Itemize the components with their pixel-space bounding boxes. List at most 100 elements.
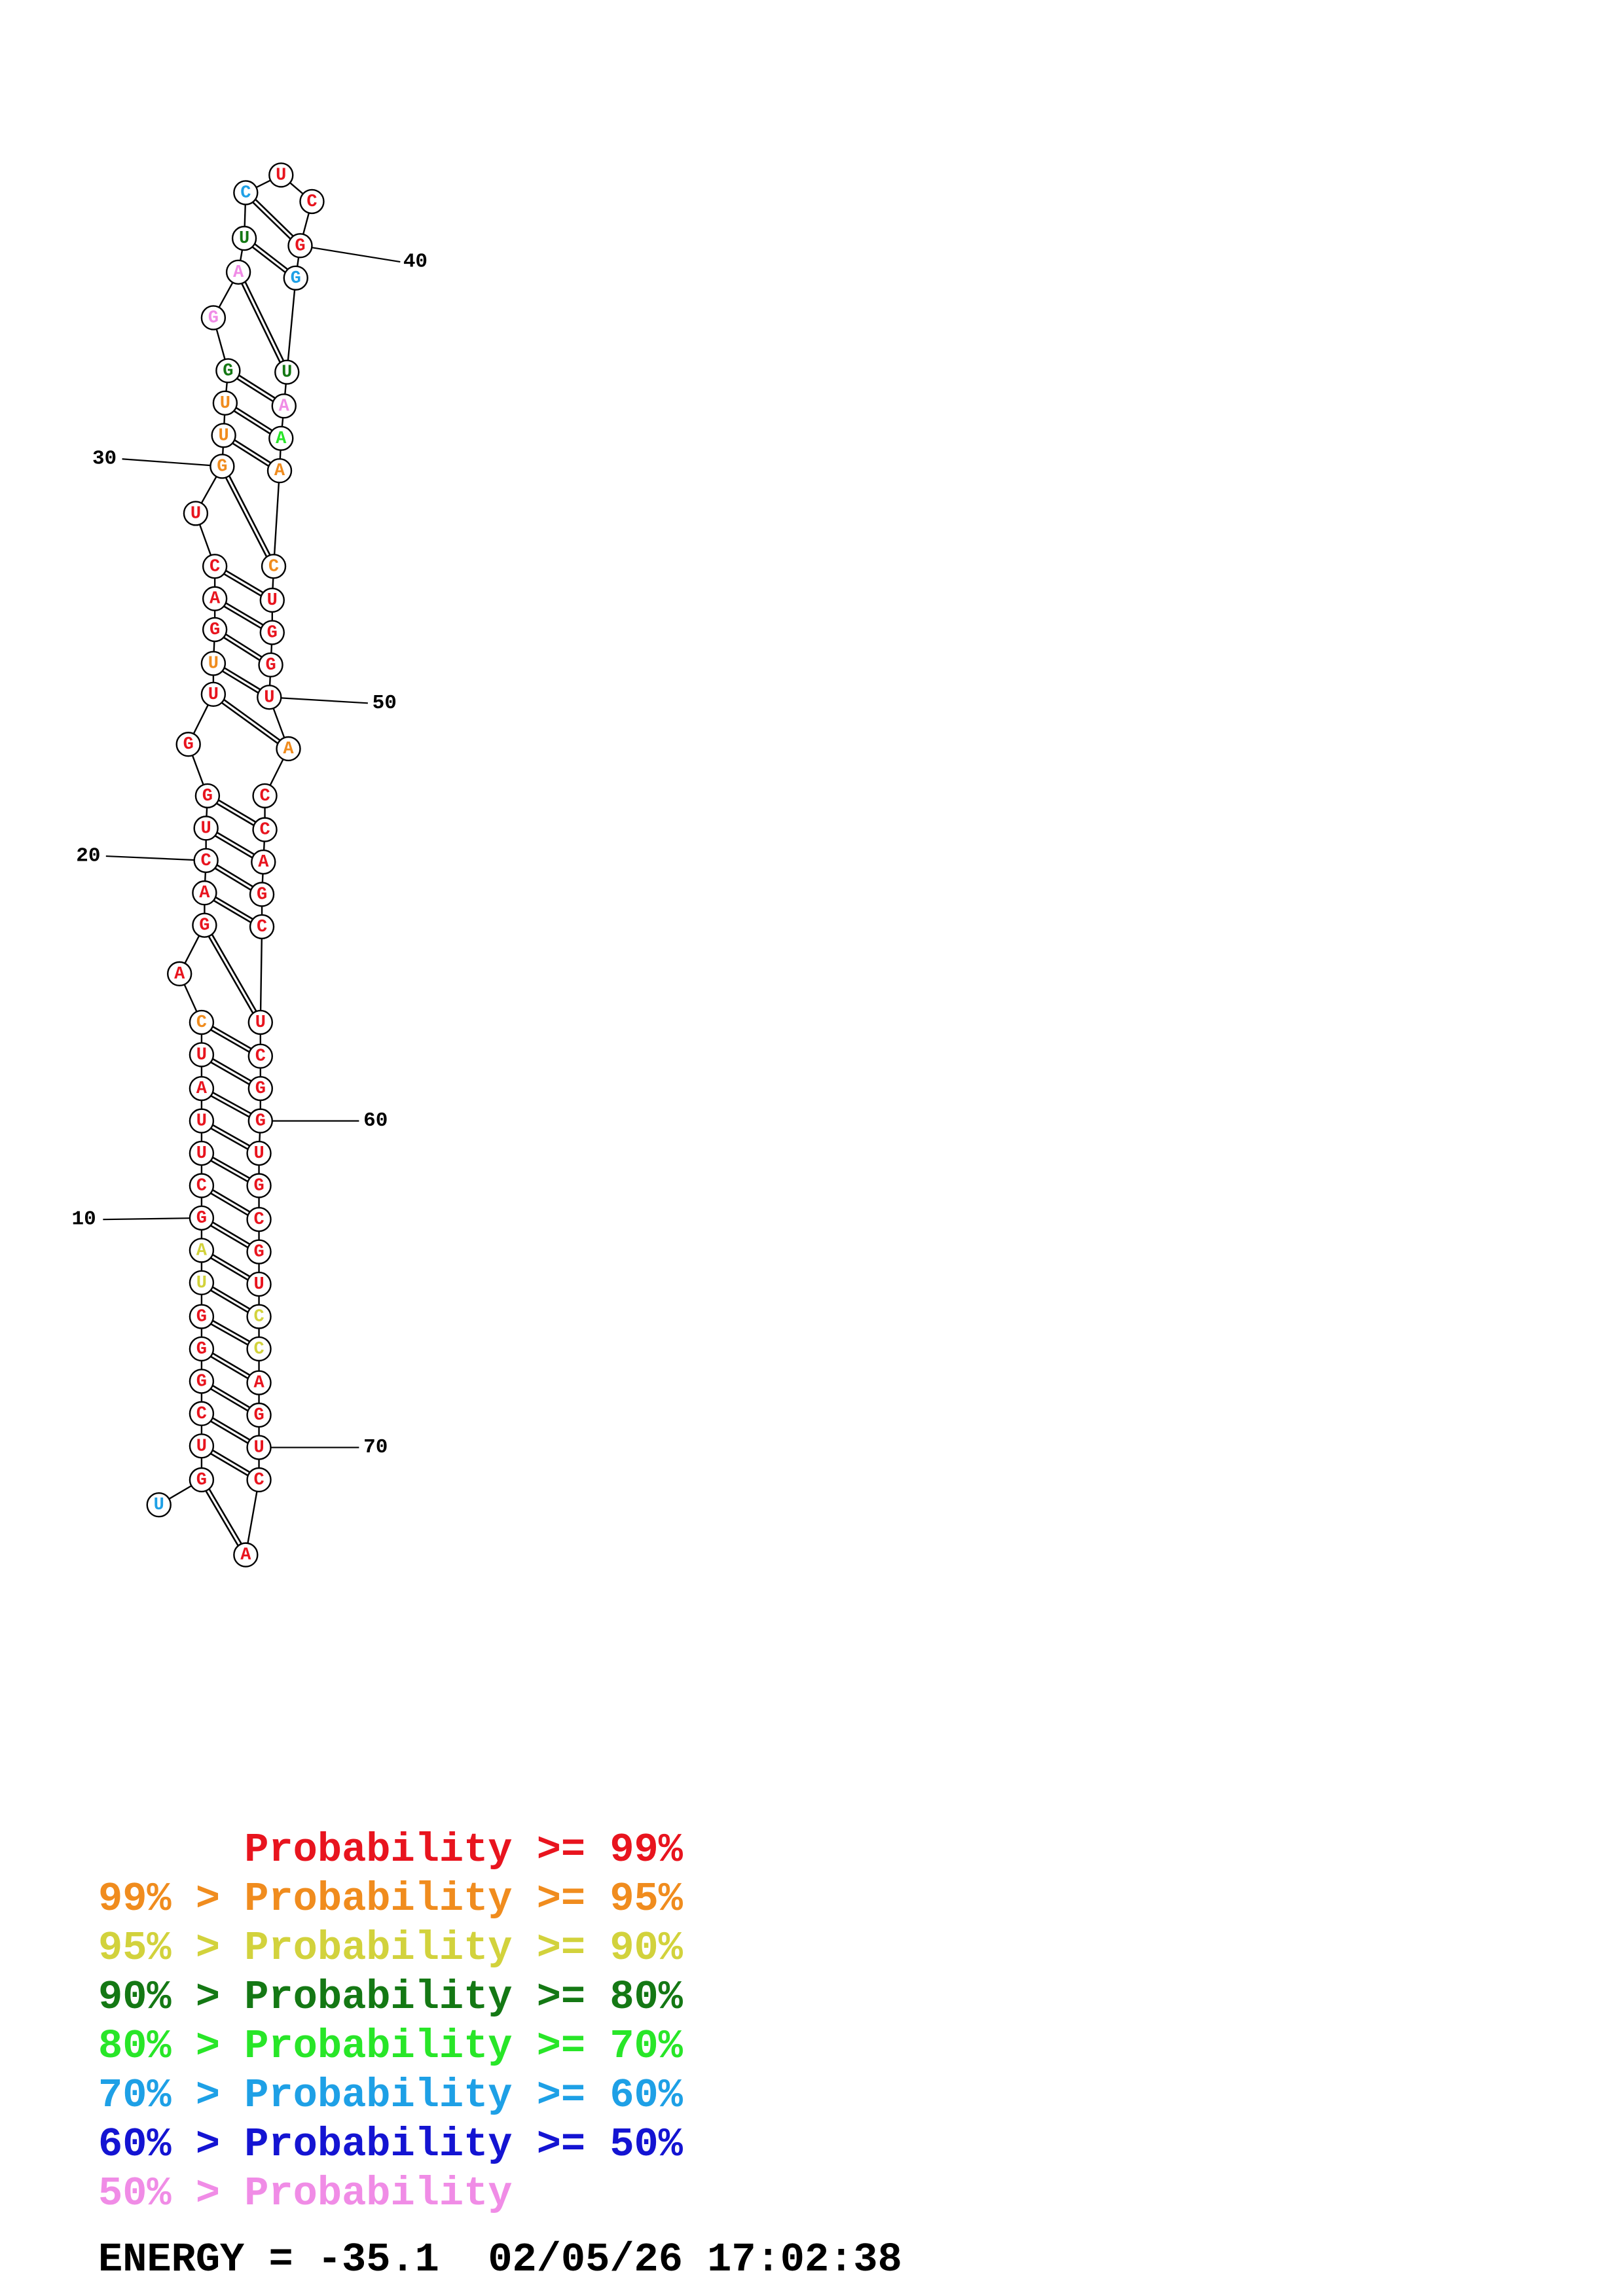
nucleotide-letter: C — [196, 1405, 207, 1424]
nucleotide: G — [215, 358, 241, 384]
nucleotide-letter: U — [282, 363, 292, 383]
nucleotide-letter: C — [210, 557, 220, 577]
nucleotide-circle — [193, 816, 219, 841]
base-pair-bond — [241, 283, 281, 363]
base-pair-bond — [254, 243, 289, 270]
nucleotide: U — [274, 359, 300, 385]
backbone-link — [286, 278, 297, 372]
nucleotide: C — [246, 1207, 272, 1232]
position-label: 10 — [71, 1208, 96, 1231]
nucleotide-circle — [189, 1467, 215, 1493]
base-pair-bond — [211, 934, 257, 1012]
base-pair-bond — [210, 1289, 249, 1314]
nucleotide-circle — [146, 1492, 172, 1518]
nucleotide-letter: C — [196, 1176, 207, 1196]
nucleotide: A — [189, 1075, 215, 1102]
base-pair-bond — [251, 246, 286, 274]
nucleotide-letter: G — [196, 1308, 207, 1327]
nucleotide: A — [192, 880, 217, 906]
base-pair-bond — [233, 410, 271, 435]
nucleotide-letter: C — [268, 557, 279, 577]
nucleotide-circle — [246, 1207, 272, 1232]
position-label: 70 — [363, 1436, 388, 1459]
nucleotide-circle — [189, 1205, 215, 1231]
legend-range: Probability >= 95% — [244, 1876, 683, 1922]
nucleotide-letter: A — [253, 1374, 264, 1393]
nucleotide-circle — [189, 1433, 215, 1459]
nucleotide-circle — [194, 783, 221, 809]
nucleotide: G — [210, 454, 235, 479]
nucleotide-circle — [246, 1370, 272, 1395]
nucleotide-circle — [212, 390, 238, 416]
base-pair-bond — [236, 378, 274, 403]
nucleotide: U — [246, 1271, 272, 1297]
nucleotide-letter: C — [253, 1340, 264, 1359]
nucleotide-circle — [189, 1270, 215, 1296]
nucleotide-circle — [189, 1140, 215, 1166]
nucleotide-circle — [202, 554, 228, 579]
base-pair-bond — [210, 1193, 249, 1216]
nucleotide-circle — [247, 1043, 273, 1069]
position-tick — [105, 855, 194, 861]
base-pair-bond — [210, 1388, 249, 1412]
nucleotide: U — [212, 390, 238, 416]
nucleotide: A — [268, 425, 294, 451]
nucleotide: U — [189, 1108, 215, 1134]
nucleotide-circle — [233, 1542, 259, 1568]
nucleotide-circle — [299, 188, 325, 215]
nucleotide-letter: A — [233, 263, 244, 283]
base-pair-bond — [216, 864, 253, 888]
nucleotide-letter: G — [255, 1079, 266, 1099]
legend-range: Probability >= 99% — [244, 1827, 683, 1873]
nucleotide: G — [258, 652, 283, 678]
base-pair-bond — [221, 702, 279, 744]
base-pair-bond — [210, 1355, 249, 1380]
nucleotide: G — [259, 620, 285, 645]
nucleotide-circle — [215, 358, 241, 384]
nucleotide-letter: G — [196, 1209, 207, 1229]
nucleotide: C — [189, 1173, 215, 1198]
nucleotide: G — [287, 233, 313, 259]
nucleotide: U — [189, 1433, 215, 1459]
nucleotide-circle — [249, 882, 275, 907]
nucleotide-circle — [283, 265, 308, 291]
base-pair-bond — [252, 202, 291, 240]
nucleotide: A — [251, 849, 276, 875]
nucleotide-letter: G — [202, 787, 213, 806]
timestamp: 02/05/26 17:02:38 — [488, 2236, 902, 2283]
nucleotide: C — [246, 1304, 272, 1329]
nucleotide-letter: C — [306, 192, 317, 212]
nucleotide: C — [252, 783, 278, 809]
nucleotide: G — [189, 1205, 215, 1231]
nucleotide-circle — [189, 1075, 215, 1102]
nucleotide-letter: G — [291, 269, 301, 289]
base-pair-bond — [212, 1417, 251, 1441]
base-pair-bond — [212, 1449, 251, 1473]
position-label: 30 — [92, 448, 117, 471]
nucleotide: A — [233, 1542, 259, 1568]
base-pair-bond — [215, 896, 253, 920]
base-pair-bond — [213, 899, 251, 924]
nucleotide-circle — [247, 1075, 273, 1102]
nucleotide: C — [246, 1336, 272, 1362]
nucleotide-letter: C — [253, 1471, 264, 1490]
nucleotide-circle — [268, 425, 294, 451]
nucleotide-letter: A — [283, 740, 294, 759]
nucleotide-letter: U — [239, 229, 249, 249]
nucleotide-letter: G — [255, 1112, 266, 1132]
nucleotide-circle — [200, 305, 227, 331]
nucleotide-letter: A — [174, 965, 185, 984]
nucleotide: G — [247, 1075, 273, 1102]
nucleotide: A — [189, 1238, 215, 1263]
nucleotide-letter: G — [265, 656, 276, 675]
nucleotide: U — [193, 816, 219, 841]
nucleotide-letter: C — [253, 1210, 264, 1230]
nucleotide-circle — [200, 651, 227, 676]
base-pair-bond — [216, 802, 255, 827]
base-pair-bond — [225, 477, 268, 558]
legend-threshold: 70% > — [98, 2072, 245, 2119]
legend-row: 95% > Probability >= 90% — [98, 1928, 683, 1969]
nucleotide: U — [189, 1270, 215, 1296]
nucleotide-letter: U — [196, 1112, 207, 1132]
base-pair-bond — [208, 1488, 242, 1545]
